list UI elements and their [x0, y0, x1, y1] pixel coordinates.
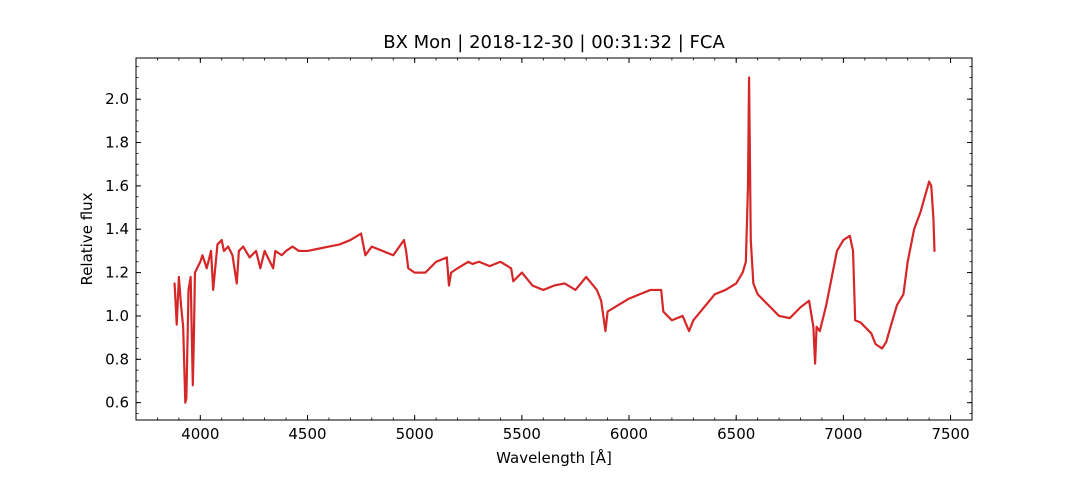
x-tick-label: 7000	[824, 425, 862, 443]
y-tick-label: 1.4	[105, 220, 129, 238]
x-tick-label: 4000	[181, 425, 219, 443]
x-tick-label: 5500	[503, 425, 541, 443]
plot-frame	[135, 57, 973, 421]
x-tick-label: 4500	[288, 425, 326, 443]
x-tick-label: 6000	[610, 425, 648, 443]
y-tick-label: 1.2	[105, 264, 129, 282]
y-axis-title: Relative flux	[78, 192, 96, 285]
y-tick-label: 1.6	[105, 177, 129, 195]
y-tick-label: 1.0	[105, 307, 129, 325]
y-tick-label: 0.6	[105, 394, 129, 412]
x-axis-title: Wavelength [Å]	[496, 448, 612, 467]
plot-content	[173, 76, 936, 404]
y-axis: 0.6 0.8 1.0 1.2 1.4 1.6 1.8 2.0	[105, 66, 972, 414]
x-tick-label: 7500	[931, 425, 969, 443]
x-axis: 4000 4500 5000 5500 6000 6500 7000 7500	[135, 58, 973, 443]
x-tick-label: 6500	[717, 425, 755, 443]
y-tick-label: 1.8	[105, 134, 129, 152]
y-tick-label: 0.8	[105, 350, 129, 368]
x-tick-label: 5000	[396, 425, 434, 443]
spectrum-line-0	[173, 76, 936, 404]
y-tick-label: 2.0	[105, 90, 129, 108]
chart-title: BX Mon | 2018-12-30 | 00:31:32 | FCA	[383, 32, 725, 53]
